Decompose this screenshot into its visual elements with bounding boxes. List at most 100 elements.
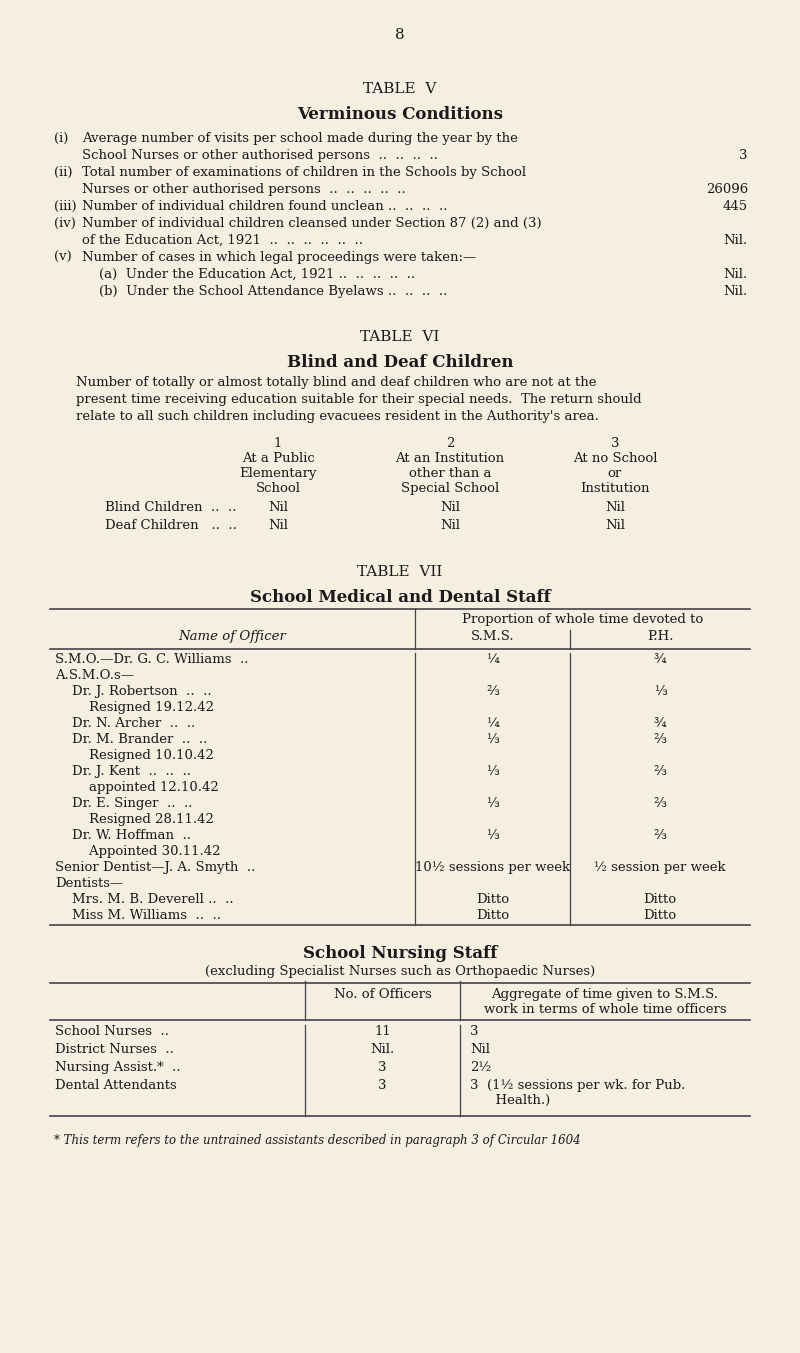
Text: 3: 3	[378, 1061, 386, 1074]
Text: 3: 3	[378, 1078, 386, 1092]
Text: Nil: Nil	[440, 520, 460, 532]
Text: Dr. J. Robertson  ..  ..: Dr. J. Robertson .. ..	[55, 685, 212, 698]
Text: School Nurses  ..: School Nurses ..	[55, 1026, 169, 1038]
Text: Average number of visits per school made during the year by the: Average number of visits per school made…	[82, 133, 518, 145]
Text: or: or	[608, 467, 622, 480]
Text: Name of Officer: Name of Officer	[178, 630, 286, 643]
Text: Ditto: Ditto	[643, 893, 677, 907]
Text: Appointed 30.11.42: Appointed 30.11.42	[55, 846, 221, 858]
Text: Nil: Nil	[268, 520, 288, 532]
Text: Number of individual children found unclean ..  ..  ..  ..: Number of individual children found uncl…	[82, 200, 447, 212]
Text: ¼: ¼	[486, 717, 499, 731]
Text: * This term refers to the untrained assistants described in paragraph 3 of Circu: * This term refers to the untrained assi…	[54, 1134, 581, 1147]
Text: School: School	[255, 482, 301, 495]
Text: Nursing Assist.*  ..: Nursing Assist.* ..	[55, 1061, 181, 1074]
Text: 3: 3	[470, 1026, 478, 1038]
Text: relate to all such children including evacuees resident in the Authority's area.: relate to all such children including ev…	[76, 410, 599, 423]
Text: P.H.: P.H.	[646, 630, 674, 643]
Text: Ditto: Ditto	[476, 893, 509, 907]
Text: Dr. M. Brander  ..  ..: Dr. M. Brander .. ..	[55, 733, 207, 746]
Text: Miss M. Williams  ..  ..: Miss M. Williams .. ..	[55, 909, 221, 921]
Text: ½ session per week: ½ session per week	[594, 861, 726, 874]
Text: (excluding Specialist Nurses such as Orthopaedic Nurses): (excluding Specialist Nurses such as Ort…	[205, 965, 595, 978]
Text: School Medical and Dental Staff: School Medical and Dental Staff	[250, 589, 550, 606]
Text: 10½ sessions per week: 10½ sessions per week	[415, 861, 570, 874]
Text: 8: 8	[395, 28, 405, 42]
Text: Proportion of whole time devoted to: Proportion of whole time devoted to	[462, 613, 703, 626]
Text: Resigned 19.12.42: Resigned 19.12.42	[55, 701, 214, 714]
Text: ¾: ¾	[654, 717, 666, 731]
Text: Nil.: Nil.	[724, 285, 748, 298]
Text: Number of cases in which legal proceedings were taken:—: Number of cases in which legal proceedin…	[82, 252, 476, 264]
Text: (iii): (iii)	[54, 200, 77, 212]
Text: work in terms of whole time officers: work in terms of whole time officers	[484, 1003, 726, 1016]
Text: ⅓: ⅓	[486, 797, 499, 810]
Text: ⅔: ⅔	[654, 797, 666, 810]
Text: District Nurses  ..: District Nurses ..	[55, 1043, 174, 1055]
Text: Nil.: Nil.	[370, 1043, 394, 1055]
Text: Ditto: Ditto	[476, 909, 509, 921]
Text: Resigned 28.11.42: Resigned 28.11.42	[55, 813, 214, 825]
Text: ⅔: ⅔	[654, 733, 666, 746]
Text: ⅔: ⅔	[654, 764, 666, 778]
Text: 3  (1½ sessions per wk. for Pub.: 3 (1½ sessions per wk. for Pub.	[470, 1078, 686, 1092]
Text: other than a: other than a	[409, 467, 491, 480]
Text: 3: 3	[739, 149, 748, 162]
Text: 1: 1	[274, 437, 282, 451]
Text: Dentists—: Dentists—	[55, 877, 123, 890]
Text: No. of Officers: No. of Officers	[334, 988, 431, 1001]
Text: of the Education Act, 1921  ..  ..  ..  ..  ..  ..: of the Education Act, 1921 .. .. .. .. .…	[82, 234, 363, 248]
Text: TABLE  VI: TABLE VI	[360, 330, 440, 344]
Text: Resigned 10.10.42: Resigned 10.10.42	[55, 750, 214, 762]
Text: present time receiving education suitable for their special needs.  The return s: present time receiving education suitabl…	[76, 392, 642, 406]
Text: ⅔: ⅔	[654, 829, 666, 842]
Text: Senior Dentist—J. A. Smyth  ..: Senior Dentist—J. A. Smyth ..	[55, 861, 255, 874]
Text: ⅓: ⅓	[486, 764, 499, 778]
Text: Dental Attendants: Dental Attendants	[55, 1078, 177, 1092]
Text: Blind and Deaf Children: Blind and Deaf Children	[286, 354, 514, 371]
Text: Health.): Health.)	[470, 1095, 550, 1107]
Text: (ii): (ii)	[54, 166, 73, 179]
Text: Dr. E. Singer  ..  ..: Dr. E. Singer .. ..	[55, 797, 193, 810]
Text: ¼: ¼	[486, 653, 499, 666]
Text: Nil: Nil	[440, 501, 460, 514]
Text: ⅔: ⅔	[486, 685, 499, 698]
Text: At an Institution: At an Institution	[395, 452, 505, 465]
Text: Verminous Conditions: Verminous Conditions	[297, 106, 503, 123]
Text: Nil: Nil	[268, 501, 288, 514]
Text: 3: 3	[610, 437, 619, 451]
Text: Deaf Children   ..  ..: Deaf Children .. ..	[105, 520, 237, 532]
Text: (b)  Under the School Attendance Byelaws ..  ..  ..  ..: (b) Under the School Attendance Byelaws …	[82, 285, 447, 298]
Text: Dr. J. Kent  ..  ..  ..: Dr. J. Kent .. .. ..	[55, 764, 191, 778]
Text: Total number of examinations of children in the Schools by School: Total number of examinations of children…	[82, 166, 526, 179]
Text: 2½: 2½	[470, 1061, 491, 1074]
Text: Mrs. M. B. Deverell ..  ..: Mrs. M. B. Deverell .. ..	[55, 893, 234, 907]
Text: (iv): (iv)	[54, 216, 76, 230]
Text: ⅓: ⅓	[486, 829, 499, 842]
Text: Nil.: Nil.	[724, 268, 748, 281]
Text: Number of totally or almost totally blind and deaf children who are not at the: Number of totally or almost totally blin…	[76, 376, 597, 390]
Text: (i): (i)	[54, 133, 68, 145]
Text: TABLE  V: TABLE V	[363, 83, 437, 96]
Text: A.S.M.O.s—: A.S.M.O.s—	[55, 668, 134, 682]
Text: 11: 11	[374, 1026, 391, 1038]
Text: At a Public: At a Public	[242, 452, 314, 465]
Text: School Nurses or other authorised persons  ..  ..  ..  ..: School Nurses or other authorised person…	[82, 149, 438, 162]
Text: Nil: Nil	[605, 520, 625, 532]
Text: 445: 445	[723, 200, 748, 212]
Text: Special School: Special School	[401, 482, 499, 495]
Text: (a)  Under the Education Act, 1921 ..  ..  ..  ..  ..: (a) Under the Education Act, 1921 .. .. …	[82, 268, 415, 281]
Text: ⅓: ⅓	[486, 733, 499, 746]
Text: Number of individual children cleansed under Section 87 (2) and (3): Number of individual children cleansed u…	[82, 216, 542, 230]
Text: Ditto: Ditto	[643, 909, 677, 921]
Text: ⅓: ⅓	[654, 685, 666, 698]
Text: At no School: At no School	[573, 452, 658, 465]
Text: Elementary: Elementary	[239, 467, 317, 480]
Text: S.M.S.: S.M.S.	[470, 630, 514, 643]
Text: Aggregate of time given to S.M.S.: Aggregate of time given to S.M.S.	[491, 988, 718, 1001]
Text: TABLE  VII: TABLE VII	[358, 566, 442, 579]
Text: Nil: Nil	[470, 1043, 490, 1055]
Text: School Nursing Staff: School Nursing Staff	[303, 944, 497, 962]
Text: Institution: Institution	[580, 482, 650, 495]
Text: Dr. W. Hoffman  ..: Dr. W. Hoffman ..	[55, 829, 191, 842]
